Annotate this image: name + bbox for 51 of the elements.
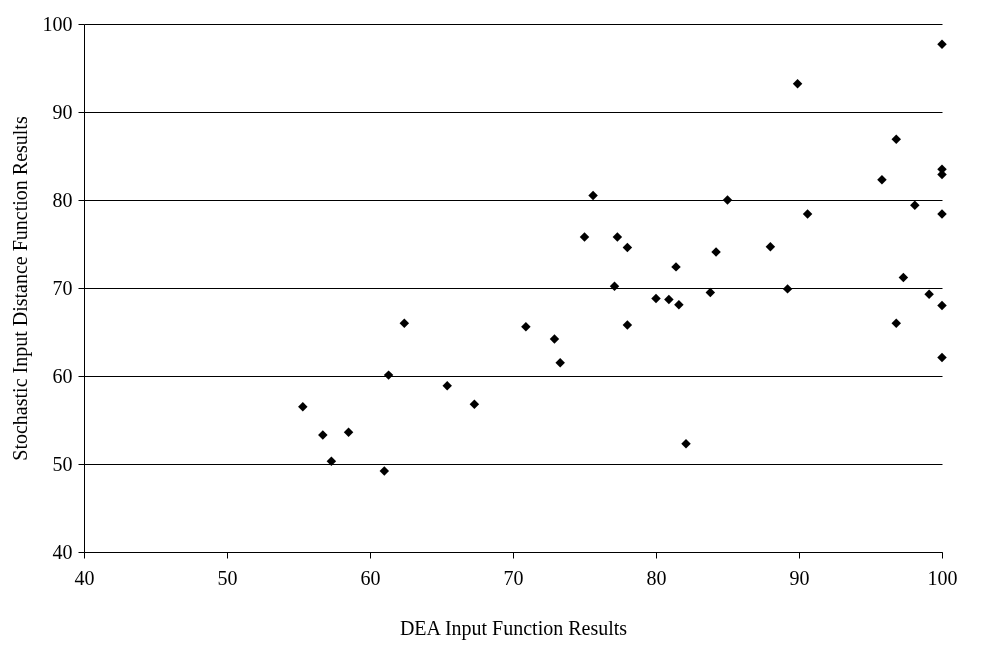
point [588, 190, 598, 201]
point [722, 195, 733, 205]
point [877, 175, 887, 185]
point [792, 79, 803, 89]
y-tick-label: 70 [52, 276, 73, 299]
y-tick-label: 60 [52, 364, 73, 387]
point [681, 439, 691, 449]
point [343, 427, 354, 438]
point [891, 318, 901, 328]
x-axis-title: DEA Input Function Results [399, 616, 628, 640]
point [298, 402, 308, 412]
y-tick-label: 50 [52, 452, 73, 475]
point [622, 320, 633, 330]
x-tick-label: 70 [503, 566, 524, 589]
point [802, 209, 813, 219]
point [898, 272, 909, 283]
y-tick-label: 100 [42, 12, 73, 35]
point [705, 287, 716, 298]
point [609, 281, 620, 291]
point [555, 358, 565, 368]
point [579, 232, 590, 242]
y-tick-label: 40 [52, 540, 73, 563]
x-tick-label: 40 [74, 566, 95, 589]
point [891, 134, 901, 145]
point [910, 200, 920, 211]
point [765, 241, 776, 252]
point [469, 399, 480, 409]
point [326, 456, 337, 467]
y-tick-label: 80 [52, 188, 73, 211]
point [622, 242, 633, 253]
x-tick-label: 90 [789, 566, 810, 589]
x-tick-label: 80 [646, 566, 667, 589]
y-axis-title: Stochastic Input Distance Function Results [8, 116, 32, 461]
point [937, 300, 947, 311]
point [379, 466, 390, 476]
point [664, 294, 674, 305]
x-tick-label: 60 [360, 566, 381, 589]
point [924, 289, 934, 299]
point [937, 352, 947, 363]
point [612, 232, 623, 242]
point [383, 370, 394, 380]
x-tick-label: 50 [217, 566, 238, 589]
point [651, 293, 661, 304]
point [399, 318, 410, 328]
point [521, 321, 531, 332]
x-tick-label: 100 [927, 566, 958, 589]
point [782, 284, 793, 294]
point [442, 380, 452, 391]
point [674, 299, 684, 310]
y-tick-label: 90 [52, 100, 73, 123]
point [549, 334, 560, 344]
